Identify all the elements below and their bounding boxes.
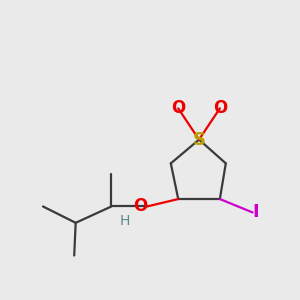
Text: I: I	[253, 203, 259, 221]
Text: O: O	[213, 99, 227, 117]
Text: H: H	[119, 214, 130, 228]
Text: O: O	[133, 197, 147, 215]
Text: O: O	[171, 99, 185, 117]
Text: S: S	[193, 130, 206, 148]
